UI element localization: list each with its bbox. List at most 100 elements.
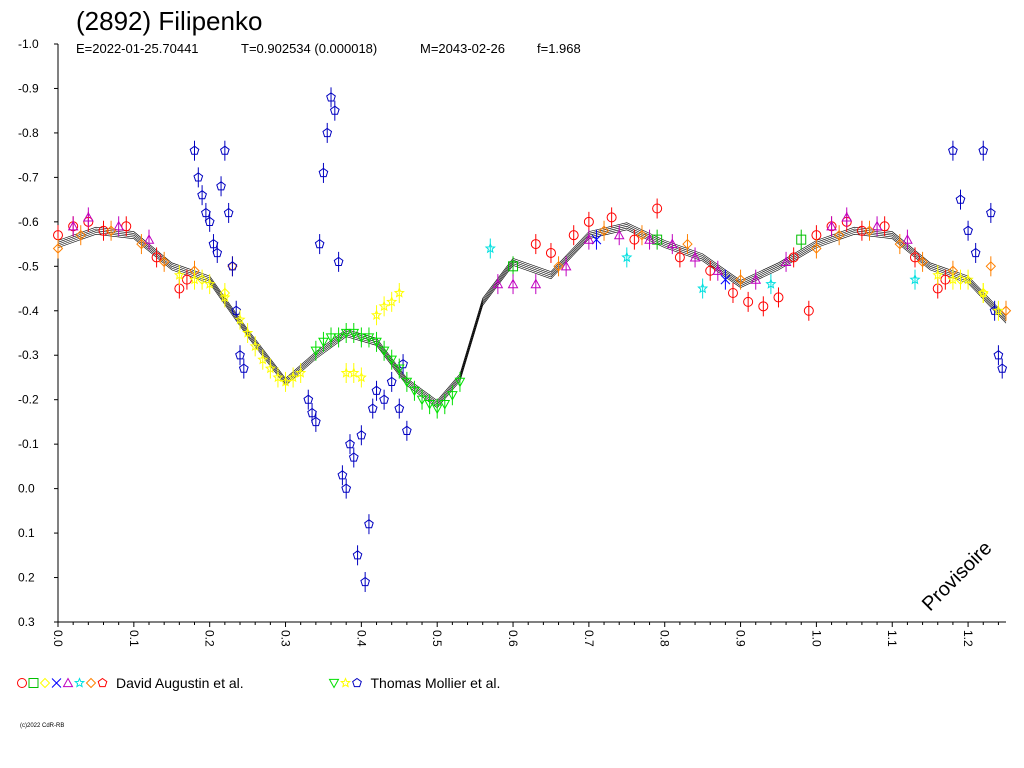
m-label: M=2043-02-26 <box>420 41 505 56</box>
data-point <box>303 394 314 404</box>
data-point <box>727 287 738 298</box>
data-point <box>864 225 875 236</box>
data-point <box>484 242 496 254</box>
y-tick-label: -1.0 <box>18 37 39 51</box>
data-point <box>811 243 822 254</box>
data-point <box>856 225 867 236</box>
data-point <box>997 363 1008 373</box>
data-point <box>322 127 333 138</box>
data-point <box>360 576 370 587</box>
y-tick-label: 0.3 <box>18 615 35 629</box>
chart-title: (2892) Filipenko <box>76 6 262 36</box>
data-point <box>993 350 1004 360</box>
y-tick-label: -0.3 <box>18 348 39 362</box>
data-point <box>386 376 397 386</box>
x-tick-label: 0.4 <box>354 630 368 647</box>
data-point <box>363 333 375 343</box>
data-point <box>393 364 405 375</box>
data-point <box>352 550 363 560</box>
data-point <box>249 340 261 352</box>
data-point <box>333 333 344 343</box>
data-point <box>318 167 329 178</box>
period-label: T=0.902534 (0.000018) <box>241 41 377 56</box>
data-point <box>583 234 595 244</box>
data-point <box>197 190 207 200</box>
data-point <box>977 287 989 298</box>
data-point <box>644 234 655 244</box>
data-point <box>796 234 807 245</box>
data-point <box>803 305 814 316</box>
data-point <box>424 400 435 410</box>
data-point <box>743 296 754 307</box>
data-point <box>439 400 451 410</box>
data-point <box>326 92 336 102</box>
data-points <box>52 87 1012 592</box>
fit-curve-strand <box>57 229 1007 409</box>
fit-curve-strand <box>57 227 1007 407</box>
data-point <box>833 229 845 241</box>
legend-marker <box>339 677 352 688</box>
data-point <box>318 337 329 348</box>
data-point <box>295 367 307 378</box>
data-point <box>560 260 572 271</box>
legend-marker <box>39 677 51 689</box>
data-point <box>105 225 117 236</box>
data-point <box>530 278 542 289</box>
data-point <box>963 225 973 235</box>
y-tick-label: -0.2 <box>18 393 39 407</box>
data-point <box>379 394 389 404</box>
data-point <box>204 216 215 226</box>
x-tick-label: 1.2 <box>961 630 975 647</box>
y-axis: -1.0 -0.9 -0.8 -0.7 -0.6 -0.5 -0.4 -0.3 -0.2 -0.1… <box>18 37 58 629</box>
data-point <box>378 300 390 312</box>
data-point <box>238 363 249 373</box>
data-point <box>113 220 125 231</box>
data-point <box>394 403 405 413</box>
legend-marker <box>352 677 362 688</box>
data-point <box>340 328 352 339</box>
data-point <box>712 265 724 275</box>
fit-curve-strand <box>57 222 1007 402</box>
data-point <box>279 376 292 387</box>
data-point <box>220 145 230 155</box>
data-point <box>841 211 853 222</box>
data-point <box>454 377 466 388</box>
fit-curve-strand <box>57 224 1007 403</box>
data-point <box>272 371 284 383</box>
data-point <box>219 291 231 303</box>
legend-marker <box>62 677 74 688</box>
x-tick-label: 0.7 <box>582 630 596 647</box>
f-label: f=1.968 <box>537 41 581 56</box>
data-point <box>962 273 974 285</box>
data-point <box>378 346 390 357</box>
data-point <box>666 238 678 249</box>
x-tick-label: 0.2 <box>203 630 217 647</box>
data-point <box>508 261 519 272</box>
data-point <box>337 470 348 480</box>
data-point <box>932 269 944 280</box>
data-point <box>121 221 132 232</box>
data-point <box>720 274 731 285</box>
data-point <box>264 362 276 374</box>
y-tick-label: -0.4 <box>18 304 39 318</box>
data-point <box>212 247 223 258</box>
fit-curve-strand <box>57 225 1007 405</box>
data-point <box>985 261 997 272</box>
data-point <box>545 247 556 258</box>
x-tick-label: 0.0 <box>51 630 65 647</box>
data-point <box>955 194 966 204</box>
x-tick-label: 0.3 <box>279 630 293 647</box>
data-point <box>773 292 784 303</box>
data-point <box>173 269 185 280</box>
legend-marker <box>97 677 108 688</box>
data-point <box>705 265 716 276</box>
data-point <box>735 274 746 285</box>
legend-marker <box>28 678 39 688</box>
y-tick-label: -0.1 <box>18 437 39 451</box>
legend-marker <box>328 678 340 689</box>
fit-curve <box>57 222 1007 409</box>
legend-marker <box>51 678 62 688</box>
data-point <box>136 238 147 250</box>
data-point <box>401 377 413 388</box>
